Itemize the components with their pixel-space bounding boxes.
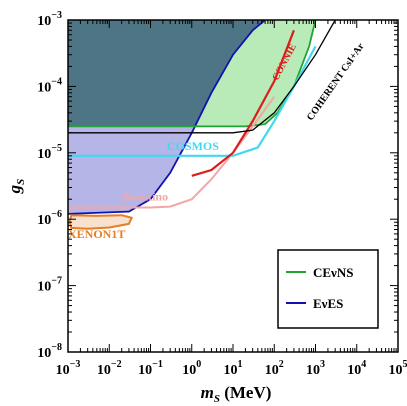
coherent-label: COHERENT CsI+Ar bbox=[305, 41, 367, 123]
legend-box bbox=[277, 249, 379, 329]
xenon1t-label: XENON1T bbox=[68, 227, 125, 241]
borexino-label: Borexino bbox=[122, 190, 168, 204]
cosmos-label: COSMOS bbox=[167, 139, 219, 153]
x-tick-label: 102 bbox=[265, 359, 284, 378]
x-tick-label: 10−2 bbox=[97, 359, 122, 378]
x-tick-label: 10−1 bbox=[138, 359, 163, 378]
y-tick-label: 10−5 bbox=[37, 143, 62, 162]
y-tick-label: 10−8 bbox=[37, 342, 62, 361]
legend-label-eves: EνES bbox=[313, 296, 343, 311]
plot-frame bbox=[67, 19, 399, 353]
coherent-line bbox=[68, 20, 336, 134]
x-tick-label: 10−3 bbox=[56, 359, 81, 378]
x-tick-label: 105 bbox=[389, 359, 407, 378]
combined-excluded-region bbox=[68, 20, 266, 127]
cosmos-line bbox=[68, 45, 317, 157]
x-tick-label: 100 bbox=[182, 359, 201, 378]
y-tick-label: 10−4 bbox=[37, 76, 62, 95]
x-tick-label: 103 bbox=[306, 359, 325, 378]
xenon1t-region bbox=[68, 214, 134, 230]
plot-area: CONNIE COHERENT CsI+ArCOSMOSBorexinoXENON… bbox=[68, 20, 367, 241]
legend: CEνNS EνES bbox=[277, 249, 379, 329]
x-tick-label: 101 bbox=[224, 359, 243, 378]
cevns-boundary-line bbox=[68, 20, 317, 128]
y-axis-title: gS bbox=[5, 179, 27, 195]
connie-line bbox=[191, 29, 295, 177]
x-axis-title: mS (MeV) bbox=[201, 383, 272, 405]
y-tick-label: 10−7 bbox=[37, 276, 62, 295]
y-tick-label: 10−6 bbox=[37, 209, 62, 228]
y-tick-label: 10−3 bbox=[37, 10, 62, 29]
overlap-region bbox=[68, 20, 266, 127]
legend-label-cevns: CEνNS bbox=[313, 265, 354, 280]
x-tick-label: 104 bbox=[347, 359, 366, 378]
